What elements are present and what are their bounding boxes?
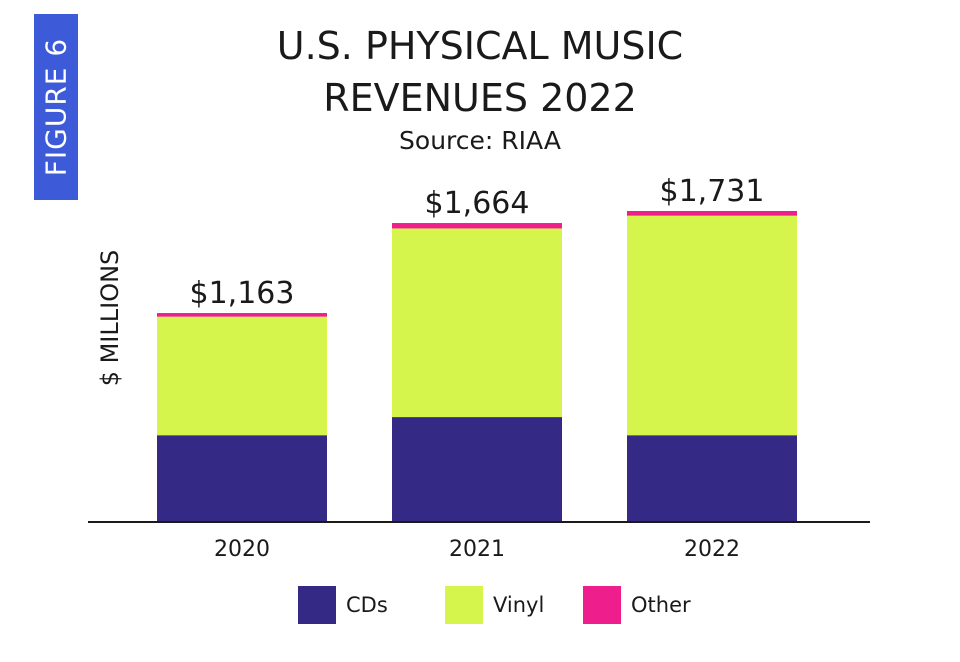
data-labels: $1,163 $1,664 $1,731: [190, 174, 765, 311]
bar-other-2022: [627, 211, 797, 216]
legend-item-cds: CDs: [298, 586, 388, 624]
chart-title-line-2: REVENUES 2022: [323, 76, 637, 120]
legend-label-cds: CDs: [346, 593, 388, 617]
legend-swatch-vinyl: [445, 586, 483, 624]
data-label-2022: $1,731: [660, 174, 765, 209]
bar-other-2020: [157, 313, 327, 317]
chart-subtitle: Source: RIAA: [399, 126, 561, 155]
x-tick-label-2021: 2021: [449, 537, 505, 562]
x-tick-label-2022: 2022: [684, 537, 740, 562]
legend-label-other: Other: [631, 593, 691, 617]
bar-cds-2022: [627, 435, 797, 522]
bar-cds-2020: [157, 435, 327, 522]
data-label-2020: $1,163: [190, 276, 295, 311]
figure-label-tab: FIGURE 6: [34, 14, 78, 200]
legend-swatch-cds: [298, 586, 336, 624]
bar-vinyl-2020: [157, 316, 327, 436]
chart-title-line-1: U.S. PHYSICAL MUSIC: [276, 24, 684, 68]
y-axis-label: $ MILLIONS: [96, 250, 124, 387]
bar-other-2021: [392, 223, 562, 229]
legend-item-vinyl: Vinyl: [445, 586, 544, 624]
bar-vinyl-2021: [392, 228, 562, 418]
legend-label-vinyl: Vinyl: [493, 593, 545, 617]
legend-swatch-other: [583, 586, 621, 624]
legend-item-other: Other: [583, 586, 691, 624]
x-tick-labels: 2020 2021 2022: [214, 537, 740, 562]
bars-group: [157, 211, 797, 522]
bar-vinyl-2022: [627, 215, 797, 436]
x-tick-label-2020: 2020: [214, 537, 270, 562]
data-label-2021: $1,664: [425, 186, 530, 221]
bar-cds-2021: [392, 417, 562, 522]
